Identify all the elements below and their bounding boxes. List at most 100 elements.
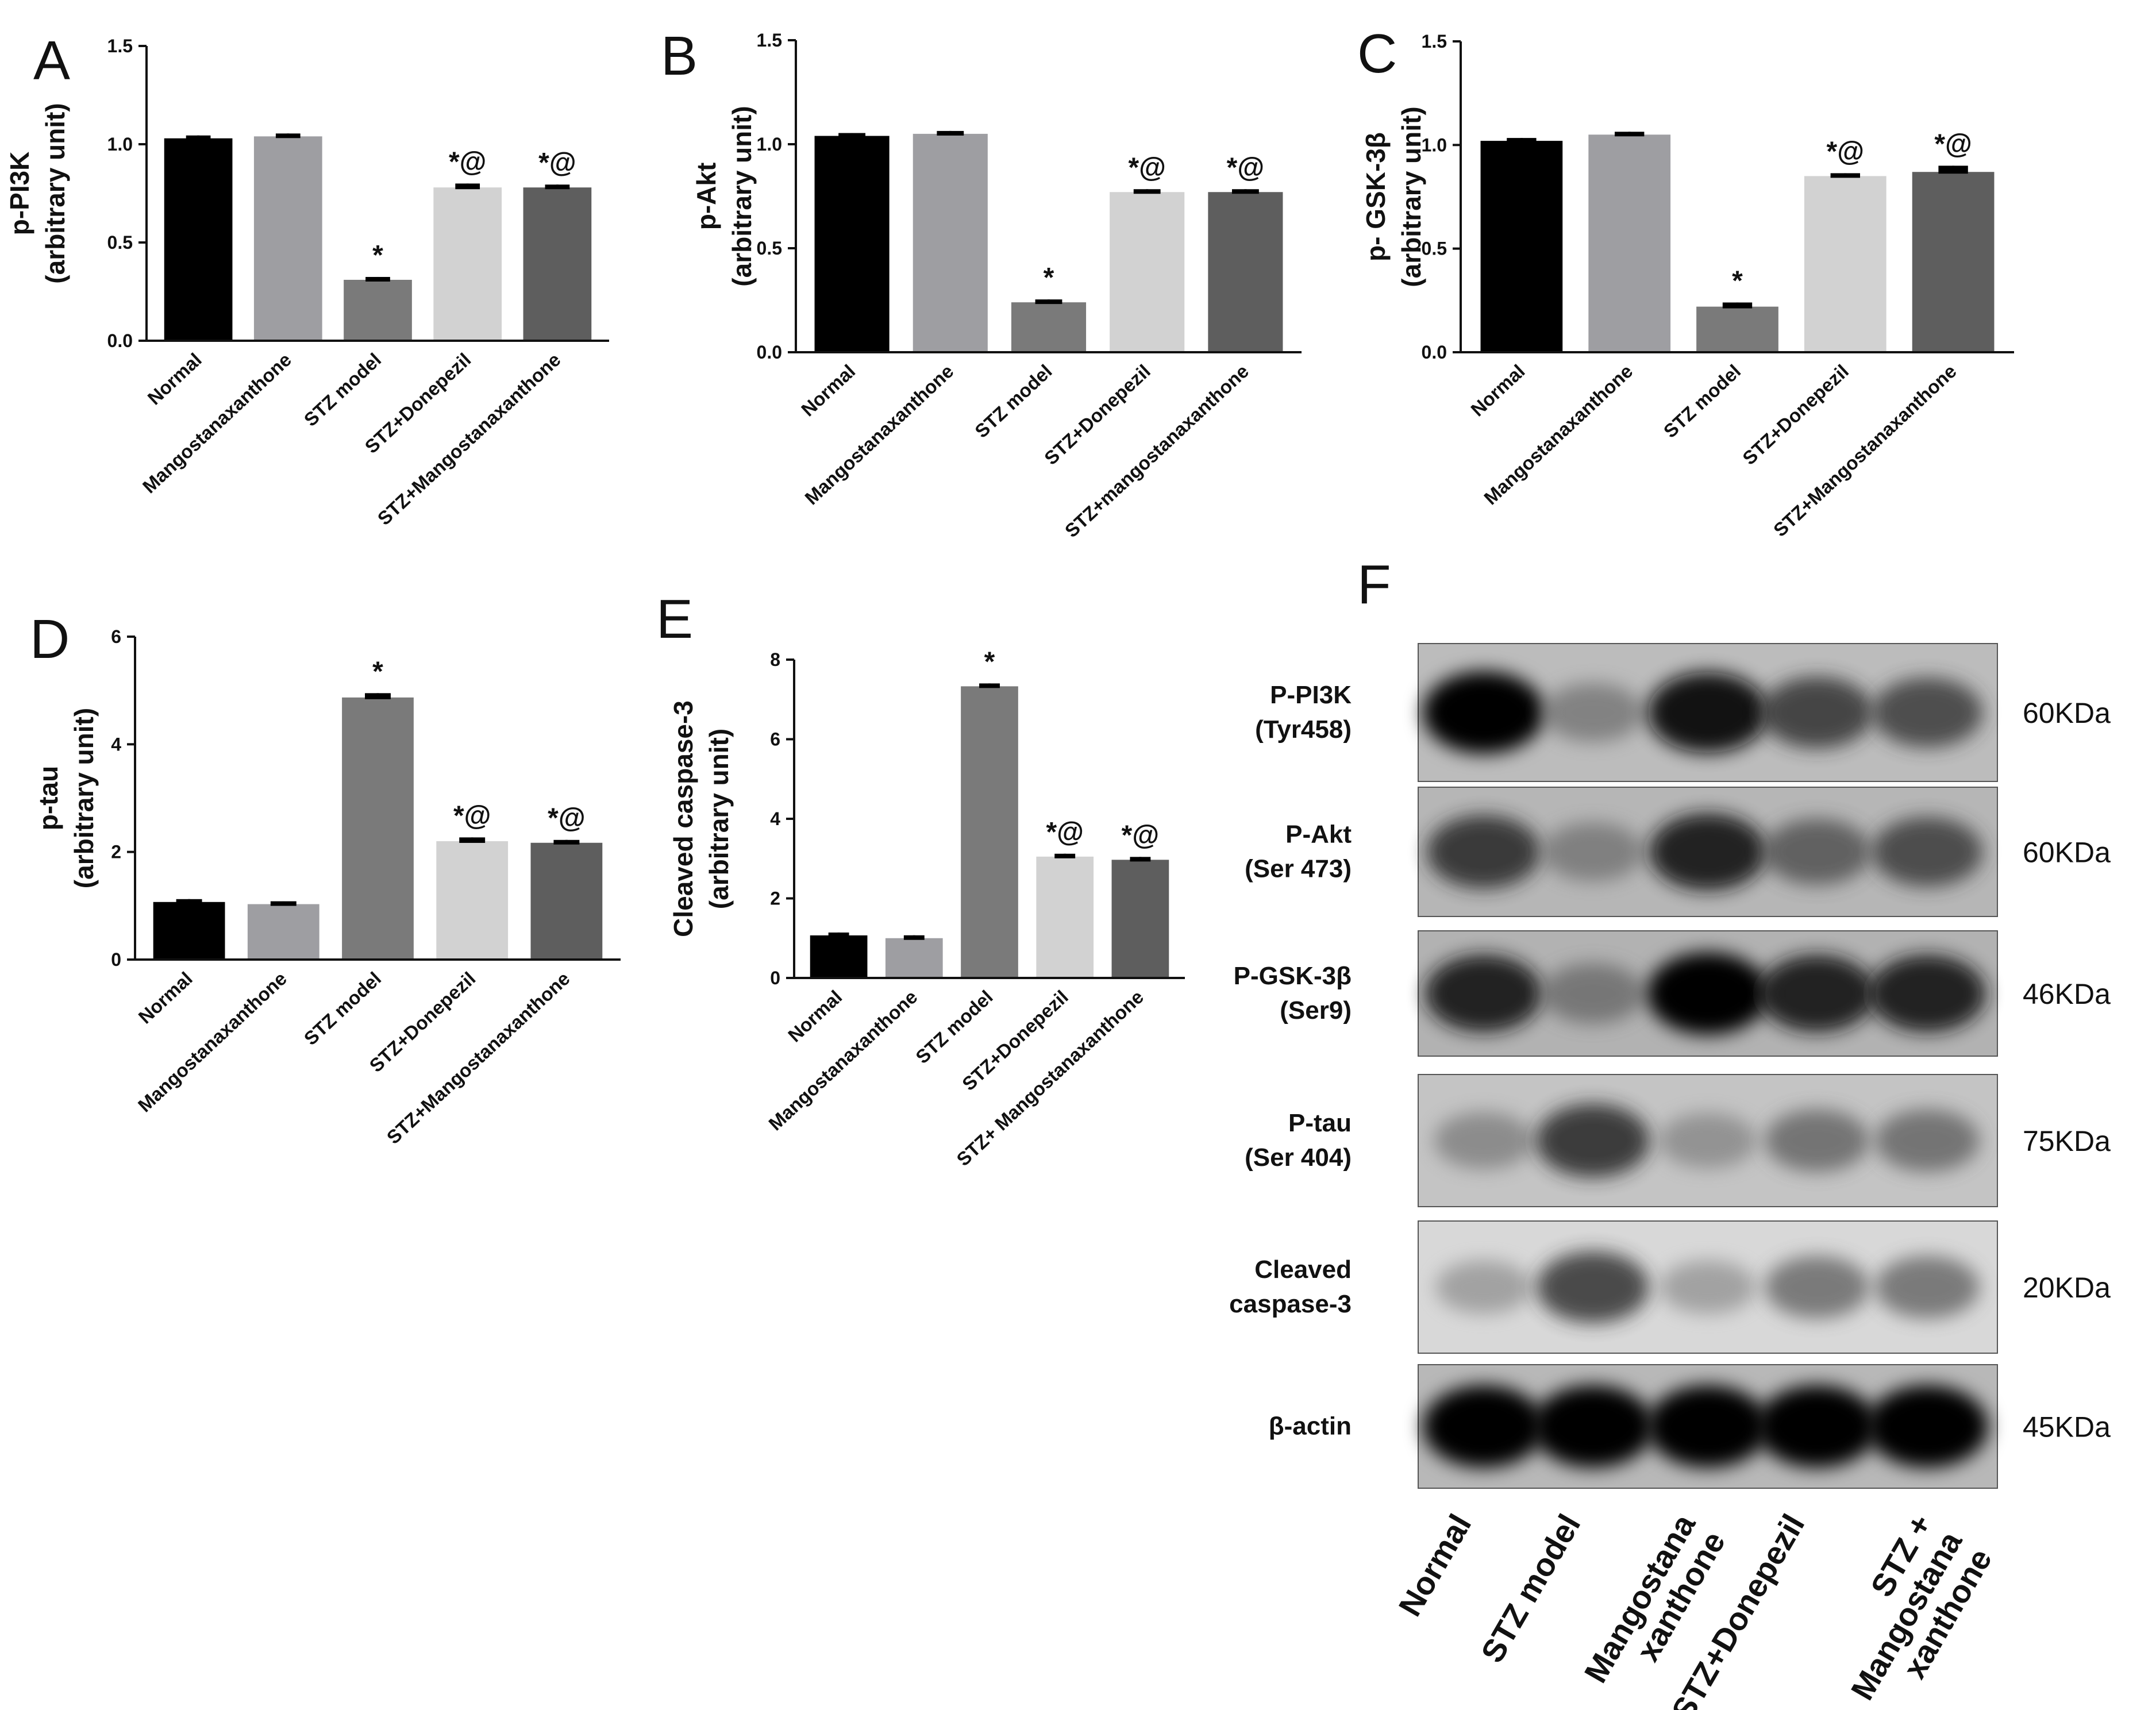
panel-label: A	[33, 30, 70, 91]
y-axis-label: (arbitrary unit)	[40, 103, 70, 283]
category-label: STZ+Mangostanaxanthone	[1769, 360, 1961, 541]
significance-mark: *	[984, 646, 995, 677]
bar-3	[1011, 302, 1087, 351]
blot-band	[1756, 1385, 1878, 1468]
y-tick-label: 0.5	[107, 232, 133, 253]
lane-label: Normal	[1391, 1508, 1478, 1623]
bar-3	[342, 697, 414, 958]
blot-protein-label: (Ser 473)	[1245, 855, 1352, 883]
blot-band	[1542, 683, 1643, 742]
blot-protein-label: (Ser 404)	[1245, 1143, 1352, 1172]
bar-4	[1804, 176, 1886, 351]
blot-band	[1423, 671, 1545, 754]
significance-mark: *@	[449, 147, 486, 177]
blot-protein-label: caspase-3	[1229, 1290, 1352, 1318]
panel-e-chart: E Cleaved caspase-3 (arbitrary unit) 0 2 4 6 8 N…	[656, 588, 1185, 1170]
bar-1	[814, 136, 890, 351]
lane-label-1: Normal	[1391, 1508, 1478, 1623]
category-label: STZ model	[300, 968, 386, 1049]
bar-1	[810, 935, 868, 977]
y-tick-label: 0	[111, 949, 121, 970]
blot-kda-label: 45KDa	[2023, 1411, 2111, 1443]
blot-band	[1875, 1255, 1980, 1319]
y-tick-label: 1.0	[1422, 134, 1447, 155]
bar-2	[885, 938, 943, 977]
category-label: STZ model	[971, 360, 1056, 442]
category-label: Mangostanaxanthone	[138, 349, 295, 497]
y-tick-label: 0	[770, 968, 780, 988]
blot-band	[1765, 1255, 1869, 1319]
blot-band	[1434, 1112, 1534, 1169]
significance-mark: *	[372, 656, 383, 687]
bar-2	[1588, 134, 1671, 352]
blot-band	[1425, 954, 1542, 1033]
blot-row-4: P-tau (Ser 404) 75KDa	[1245, 1074, 2111, 1207]
blot-kda-label: 46KDa	[2023, 978, 2111, 1010]
y-axis-label: p-tau	[33, 766, 63, 830]
category-label: Normal	[1466, 360, 1529, 421]
blot-band	[1869, 954, 1986, 1033]
blot-band	[1647, 952, 1769, 1035]
blot-band	[1758, 954, 1876, 1033]
blot-protein-label: P-tau	[1288, 1109, 1352, 1137]
y-axis-label: Cleaved caspase-3	[668, 700, 698, 937]
blot-band	[1649, 813, 1766, 891]
y-axis-label: (arbitrary unit)	[1396, 106, 1426, 287]
y-tick-label: 4	[770, 808, 780, 829]
lane-label: STZ model	[1474, 1508, 1588, 1669]
category-label: STZ+Donepezil	[1040, 360, 1154, 469]
blot-band	[1536, 1104, 1650, 1177]
blot-protein-label: Cleaved	[1254, 1255, 1352, 1284]
significance-mark: *@	[1128, 152, 1165, 183]
significance-mark: *	[372, 240, 383, 271]
y-tick-label: 6	[111, 626, 121, 647]
panel-b-chart: Bp-Akt (arbitrary unit) 0.0 0.5 1.0 1.5 Normal…	[661, 25, 1302, 541]
category-label: STZ+mangostanaxanthone	[1061, 360, 1253, 541]
y-axis-label: p-Akt	[691, 163, 721, 230]
y-tick-label: 2	[770, 888, 780, 909]
y-tick-label: 1.5	[1422, 31, 1447, 52]
category-label: STZ+Mangostanaxanthone	[383, 968, 574, 1148]
blot-band	[1659, 1113, 1757, 1168]
y-tick-label: 1.0	[107, 134, 133, 155]
y-tick-label: 0.0	[107, 330, 133, 351]
category-label: Normal	[797, 360, 859, 421]
y-axis-label: p-PI3K	[5, 152, 34, 236]
y-tick-label: 1.5	[107, 36, 133, 56]
blot-protein-label: (Tyr458)	[1255, 715, 1352, 744]
bar-1	[153, 902, 225, 958]
blot-band	[1537, 1251, 1649, 1323]
category-label: STZ+Donepezil	[1738, 360, 1853, 469]
blot-protein-label: (Ser9)	[1280, 996, 1352, 1025]
blot-band	[1542, 822, 1643, 881]
bar-4	[1110, 192, 1185, 351]
significance-mark: *@	[548, 803, 585, 834]
blot-band	[1532, 1385, 1654, 1468]
category-label: STZ+Mangostanaxanthone	[374, 349, 565, 529]
blot-band	[1866, 1385, 1988, 1468]
bar-1	[164, 138, 233, 340]
bar-4	[436, 841, 509, 958]
blot-band	[1875, 1109, 1980, 1172]
category-label: Normal	[134, 968, 196, 1028]
bar-1	[1480, 141, 1563, 351]
blot-band	[1647, 1385, 1769, 1468]
significance-mark: *@	[1122, 820, 1159, 850]
y-tick-label: 1.5	[757, 30, 782, 51]
y-axis-label: (arbitrary unit)	[727, 106, 757, 286]
bar-2	[913, 133, 988, 351]
bar-3	[961, 686, 1018, 977]
panel-label: C	[1357, 23, 1397, 84]
panel-a-chart: Ap-PI3K (arbitrary unit) 0.0 0.5 1.0 1.5 Norma…	[5, 30, 609, 529]
blot-row-5: Cleaved caspase-3 20KDa	[1229, 1220, 2111, 1354]
panel-label: B	[661, 25, 698, 87]
y-tick-label: 0.0	[1422, 342, 1447, 363]
significance-mark: *	[1044, 263, 1054, 293]
y-tick-label: 8	[770, 649, 780, 670]
y-tick-label: 1.0	[757, 134, 782, 155]
blot-kda-label: 20KDa	[2023, 1272, 2111, 1304]
blot-kda-label: 75KDa	[2023, 1125, 2111, 1157]
significance-mark: *@	[1046, 817, 1083, 848]
blot-band	[1435, 1260, 1532, 1314]
